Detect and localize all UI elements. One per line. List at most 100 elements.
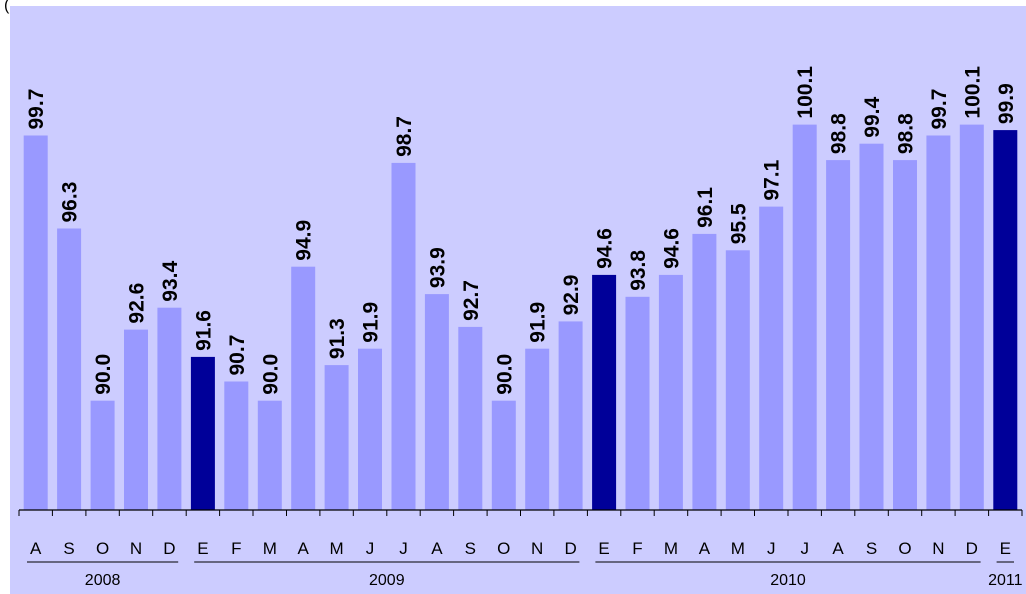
bar — [124, 329, 148, 510]
bar — [826, 160, 851, 510]
bar — [224, 381, 249, 510]
bar-value-label: 94.9 — [293, 220, 316, 261]
bar — [725, 250, 750, 511]
bar — [190, 356, 215, 510]
bar-value-label: 91.9 — [527, 302, 550, 343]
bar — [993, 130, 1018, 510]
x-tick-label: S — [866, 539, 877, 558]
bar — [90, 400, 115, 510]
x-tick-label: J — [767, 539, 776, 558]
bar — [625, 296, 650, 510]
bar — [424, 294, 449, 510]
x-tick-label: O — [898, 539, 911, 558]
bar-value-label: 91.3 — [326, 318, 349, 359]
x-tick-label: A — [431, 539, 443, 558]
bar-value-label: 98.8 — [895, 113, 918, 154]
bar — [491, 400, 516, 510]
bar-value-label: 97.1 — [761, 159, 784, 200]
bar-value-label: 96.3 — [59, 182, 82, 223]
bar-value-label: 99.9 — [995, 83, 1018, 124]
bar-value-label: 93.8 — [627, 250, 650, 291]
bar-value-label: 91.9 — [360, 302, 383, 343]
bar — [893, 160, 917, 510]
bar — [291, 266, 316, 510]
bar-value-label: 98.7 — [393, 116, 416, 157]
bar-value-label: 93.9 — [426, 247, 449, 288]
x-tick-label: O — [96, 539, 109, 558]
bar-value-label: 96.1 — [694, 187, 717, 228]
x-tick-label: N — [932, 539, 944, 558]
bar — [658, 274, 683, 510]
bar-value-label: 94.6 — [660, 228, 683, 269]
bar — [959, 124, 984, 510]
x-tick-label: E — [598, 539, 609, 558]
bar — [324, 365, 349, 510]
bar-value-label: 90.7 — [226, 335, 249, 376]
bar — [859, 143, 884, 510]
x-tick-label: E — [1000, 539, 1011, 558]
bar-value-label: 90.0 — [493, 354, 516, 395]
bar — [23, 135, 48, 510]
x-tick-label: M — [330, 539, 344, 558]
bar-value-label: 94.6 — [594, 228, 617, 269]
x-tick-label: N — [130, 539, 142, 558]
bar-value-label: 92.9 — [560, 275, 583, 316]
caption-fragment: ( — [4, 0, 10, 14]
x-tick-label: D — [564, 539, 576, 558]
x-tick-label: S — [63, 539, 74, 558]
x-tick-label: S — [465, 539, 476, 558]
bar-value-label: 92.7 — [460, 280, 483, 321]
x-ticks-group — [18, 510, 1023, 516]
x-tick-label: J — [399, 539, 408, 558]
bar-value-label: 99.4 — [861, 97, 884, 138]
x-tick-label: J — [800, 539, 809, 558]
bar — [157, 307, 182, 510]
x-tick-label: D — [966, 539, 978, 558]
bar — [759, 206, 784, 510]
bar-value-label: 91.6 — [192, 310, 215, 351]
year-label: 2008 — [85, 572, 121, 589]
bar — [926, 135, 951, 510]
bar-value-label: 90.0 — [92, 354, 115, 395]
bar-value-label: 95.5 — [727, 203, 750, 244]
x-tick-label: A — [699, 539, 711, 558]
bar-value-label: 92.6 — [126, 283, 149, 324]
year-labels-group: 2008 2009 2010 2011 — [27, 561, 1023, 589]
bar — [558, 321, 583, 510]
bar-value-label: 100.1 — [961, 66, 984, 119]
x-tick-label: A — [30, 539, 42, 558]
x-tick-label: M — [664, 539, 678, 558]
x-tick-label: M — [731, 539, 745, 558]
bar — [391, 162, 416, 510]
x-tick-label: O — [497, 539, 510, 558]
x-tick-label: M — [263, 539, 277, 558]
year-label: 2009 — [369, 572, 405, 589]
year-label: 2010 — [770, 572, 806, 589]
year-label: 2011 — [988, 572, 1023, 589]
bar — [592, 274, 617, 510]
x-tick-label: J — [366, 539, 375, 558]
bar-value-label: 98.8 — [828, 113, 851, 154]
bars-group — [23, 124, 1018, 511]
value-labels-group: 99.7 96.3 90.0 92.6 93.4 91.6 90.7 90.0 94.9 91.3… — [25, 66, 1018, 395]
bar — [792, 124, 817, 510]
x-tick-label: F — [632, 539, 642, 558]
bar — [458, 326, 483, 510]
bar-value-label: 99.7 — [928, 89, 951, 130]
bar-value-label: 93.4 — [159, 261, 182, 302]
x-tick-label: F — [231, 539, 241, 558]
bar — [358, 348, 382, 510]
bar-value-label: 90.0 — [259, 354, 282, 395]
x-tick-label: D — [163, 539, 175, 558]
bar — [57, 228, 82, 510]
x-tick-label: A — [298, 539, 310, 558]
bar — [525, 348, 550, 510]
bar-value-label: 100.1 — [794, 66, 817, 119]
x-tick-label: N — [531, 539, 543, 558]
bar-value-label: 99.7 — [25, 89, 48, 130]
bar — [257, 400, 282, 510]
x-tick-label: E — [197, 539, 208, 558]
bar — [692, 233, 717, 510]
